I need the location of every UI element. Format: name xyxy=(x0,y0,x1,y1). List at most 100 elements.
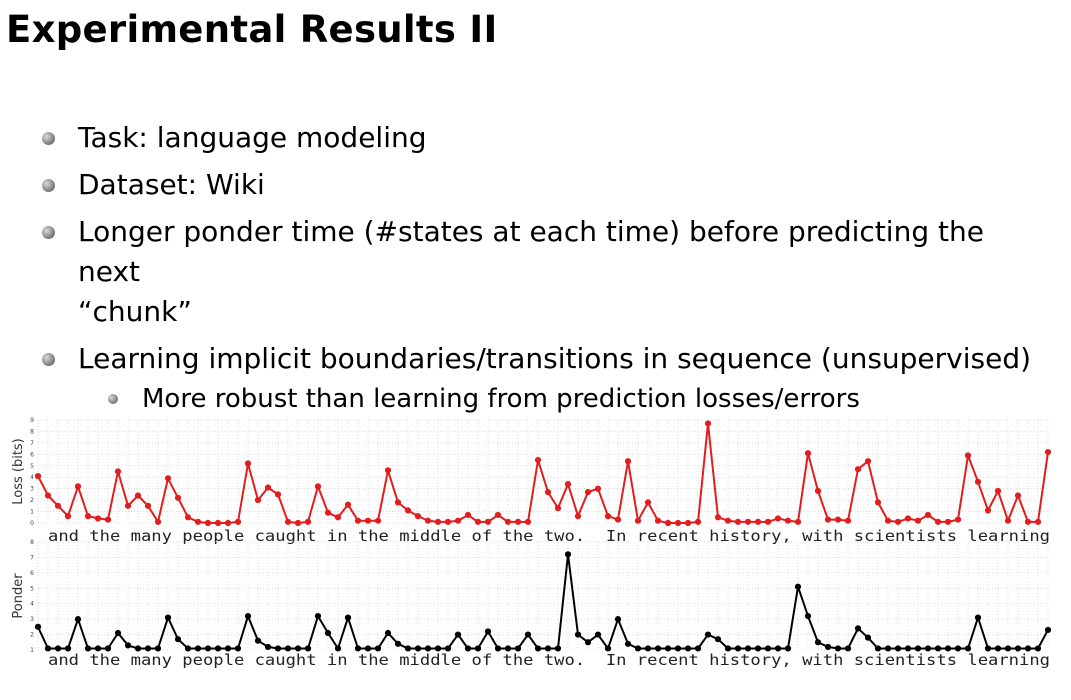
ponder-point xyxy=(74,616,82,623)
ponder-point xyxy=(404,645,412,652)
ponder-point xyxy=(654,645,662,652)
loss-point xyxy=(1014,492,1022,499)
loss-point xyxy=(334,514,342,521)
ponder-point xyxy=(464,645,472,652)
loss-point xyxy=(904,515,912,522)
loss-point xyxy=(924,511,932,519)
loss-point xyxy=(754,518,762,525)
slide-title: Experimental Results II xyxy=(6,8,498,51)
loss-point xyxy=(194,518,202,525)
ponder-point xyxy=(994,645,1002,652)
loss-point xyxy=(774,515,782,522)
loss-point xyxy=(344,501,352,508)
loss-point xyxy=(484,518,492,525)
ponder-point xyxy=(894,645,902,652)
loss-tick-label: 4 xyxy=(30,474,34,481)
ponder-point xyxy=(364,645,372,652)
loss-tick-label: 6 xyxy=(30,451,34,458)
ponder-point xyxy=(444,645,452,652)
ponder-point xyxy=(534,645,542,652)
ponder-point xyxy=(984,645,992,652)
ponder-point xyxy=(804,612,812,620)
loss-point xyxy=(364,517,372,524)
loss-point xyxy=(634,517,642,524)
ponder-point xyxy=(344,614,352,621)
ponder-tick-label: 4 xyxy=(30,601,34,608)
loss-point xyxy=(204,519,212,527)
loss-tick-label: 7 xyxy=(30,440,34,447)
ponder-point xyxy=(704,631,712,638)
loss-point xyxy=(154,518,162,525)
loss-series-line xyxy=(37,422,1049,524)
loss-point xyxy=(74,483,82,490)
ponder-point xyxy=(194,645,202,652)
ponder-point xyxy=(954,645,962,652)
loss-point xyxy=(124,502,132,509)
ponder-x-axis-label: and the many people caught in the middle… xyxy=(48,651,1050,669)
loss-point xyxy=(324,509,332,516)
ponder-tick-label: 3 xyxy=(30,616,34,623)
ponder-point xyxy=(644,645,652,652)
loss-point xyxy=(864,458,872,465)
ponder-point xyxy=(744,645,752,652)
ponder-point xyxy=(144,645,152,652)
ponder-point xyxy=(374,645,382,652)
loss-point xyxy=(224,519,232,527)
ponder-point xyxy=(504,645,512,652)
ponder-tick-label: 1 xyxy=(30,647,34,654)
loss-point xyxy=(554,505,562,512)
ponder-point xyxy=(294,645,302,652)
ponder-point xyxy=(1034,645,1042,652)
loss-point xyxy=(984,507,992,514)
loss-point xyxy=(694,518,702,525)
ponder-point xyxy=(94,645,102,652)
ponder-point xyxy=(324,629,332,637)
loss-point xyxy=(724,517,732,524)
ponder-point xyxy=(694,645,702,652)
loss-point xyxy=(834,516,842,523)
loss-point xyxy=(174,494,182,501)
loss-y-axis-label: Loss (bits) xyxy=(11,438,26,505)
ponder-point xyxy=(924,645,932,652)
loss-point xyxy=(534,456,542,464)
subbullet-text: More robust than learning from predictio… xyxy=(142,384,860,414)
loss-point xyxy=(314,483,322,490)
loss-point xyxy=(894,518,902,525)
ponder-point xyxy=(304,645,312,652)
ponder-point xyxy=(134,645,142,652)
loss-tick-label: 9 xyxy=(30,417,34,424)
loss-point xyxy=(504,518,512,525)
ponder-point xyxy=(594,631,602,638)
ponder-point xyxy=(114,629,122,637)
loss-point xyxy=(874,499,882,506)
ponder-point xyxy=(214,645,222,652)
ponder-point xyxy=(914,645,922,652)
loss-point xyxy=(564,480,572,488)
ponder-point xyxy=(764,645,772,652)
loss-tick-label: 3 xyxy=(30,486,34,493)
ponder-point xyxy=(734,645,742,652)
loss-point xyxy=(664,519,672,527)
ponder-point xyxy=(164,614,172,621)
ponder-point xyxy=(854,625,862,632)
ponder-chart: 1 2 3 4 5 6 7 8 Ponder and the many people caught… xyxy=(11,539,1052,669)
bullet-text: Longer ponder time (#states at each time… xyxy=(78,215,984,288)
ponder-point xyxy=(274,645,282,652)
loss-point xyxy=(814,487,822,495)
bullet-text: Learning implicit boundaries/transitions… xyxy=(78,342,1032,375)
ponder-point xyxy=(1044,626,1052,634)
loss-point xyxy=(994,487,1002,495)
ponder-point xyxy=(974,614,982,621)
loss-point xyxy=(424,517,432,524)
loss-point xyxy=(954,516,962,523)
loss-point xyxy=(614,516,622,523)
ponder-point xyxy=(394,640,402,647)
loss-point xyxy=(274,491,282,498)
loss-point xyxy=(394,499,402,506)
loss-point xyxy=(94,515,102,522)
loss-point xyxy=(854,466,862,473)
loss-point xyxy=(574,513,582,520)
ponder-point xyxy=(484,628,492,635)
loss-point xyxy=(944,518,952,525)
ponder-point xyxy=(874,645,882,652)
